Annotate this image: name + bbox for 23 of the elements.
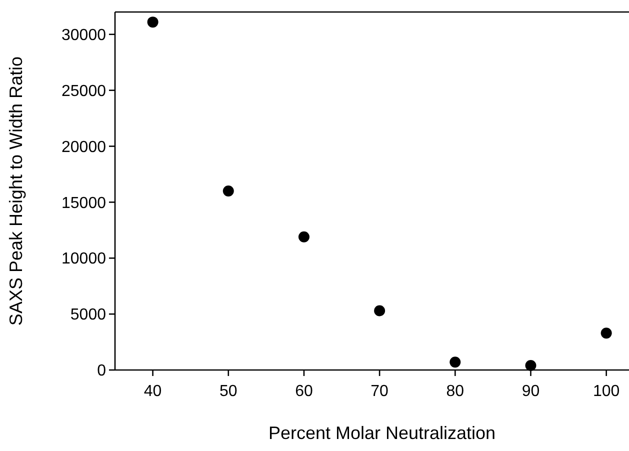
x-tick-label: 100 (592, 383, 620, 400)
x-tick-label: 90 (522, 383, 540, 400)
point (222, 186, 234, 196)
x-tick-label: 50 (219, 383, 238, 400)
point (298, 231, 310, 242)
x-tick-label: 80 (446, 383, 464, 400)
y-tick-label: 25000 (62, 82, 106, 100)
y-tick-label: 10000 (62, 250, 106, 268)
y-axis-title: SAXS Peak Height to Width Ratio (6, 56, 26, 326)
y-tick-label: 15000 (62, 194, 106, 212)
y-tick-label: 0 (97, 362, 106, 380)
y-tick-label: 30000 (62, 26, 106, 44)
y-tick-label: 5000 (70, 306, 106, 324)
point (600, 328, 612, 339)
point (147, 16, 158, 28)
point (450, 356, 461, 368)
point (525, 360, 536, 372)
x-tick-label: 40 (144, 383, 162, 400)
x-tick-label: 60 (295, 383, 313, 400)
x-tick-label: 70 (370, 383, 389, 400)
point (374, 305, 386, 316)
x-axis-title: Percent Molar Neutralization (268, 423, 496, 443)
y-tick-label: 20000 (62, 138, 106, 156)
